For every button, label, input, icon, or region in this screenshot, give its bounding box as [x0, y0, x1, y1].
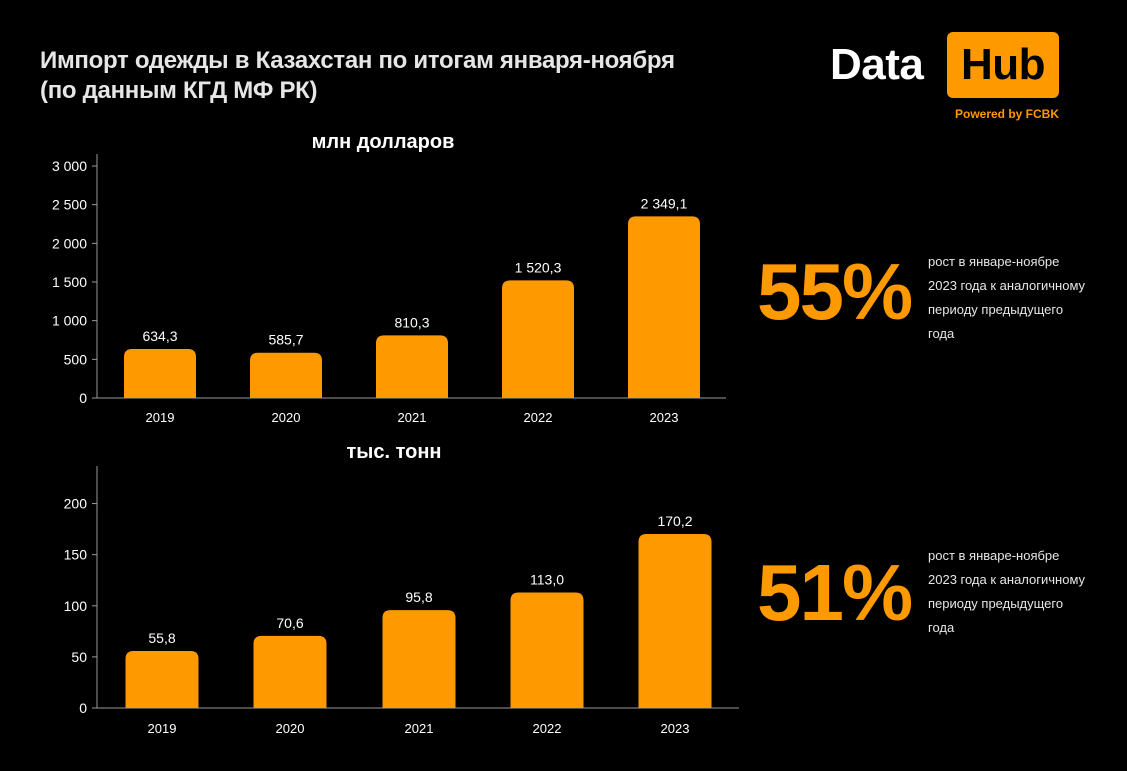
- y-tick-label: 200: [64, 496, 88, 512]
- data-label-2020: 70,6: [276, 615, 303, 631]
- stat-usd-growth-description: рост в январе-ноябре 2023 года к аналоги…: [928, 254, 1086, 341]
- x-category-label: 2020: [276, 721, 305, 736]
- bar-2021: [382, 610, 456, 708]
- stat-usd-growth-value: 55%: [757, 247, 913, 336]
- bar-2019: [124, 348, 196, 398]
- page-title-line-1: Импорт одежды в Казахстан по итогам янва…: [40, 47, 675, 74]
- bar-2019: [125, 650, 199, 708]
- data-label-2019: 55,8: [148, 630, 175, 646]
- y-tick-label: 500: [64, 351, 88, 367]
- logo-word-hub: Hub: [947, 32, 1059, 98]
- data-label-2023: 2 349,1: [641, 195, 688, 211]
- y-tick-label: 1 500: [52, 274, 87, 290]
- stat-tonnes-growth-description: рост в январе-ноябре 2023 года к аналоги…: [928, 548, 1086, 635]
- x-category-label: 2021: [405, 721, 434, 736]
- data-label-2021: 810,3: [394, 314, 429, 330]
- y-tick-label: 150: [64, 547, 88, 563]
- data-label-2019: 634,3: [142, 328, 177, 344]
- bar-2020: [253, 635, 327, 708]
- data-label-2020: 585,7: [268, 332, 303, 348]
- logo-tagline: Powered by FCBK: [954, 107, 1059, 121]
- bar-2022: [510, 592, 584, 708]
- y-tick-label: 1 000: [52, 313, 87, 329]
- x-category-label: 2022: [533, 721, 562, 736]
- x-category-label: 2021: [398, 410, 427, 425]
- y-tick-label: 100: [64, 598, 88, 614]
- stat-tonnes-growth-value: 51%: [757, 548, 913, 637]
- datahub-logo: Data Hub Powered by FCBK: [830, 32, 1070, 122]
- page-title-line-2: (по данным КГД МФ РК): [40, 77, 318, 104]
- data-label-2022: 1 520,3: [515, 259, 562, 275]
- page-title: Импорт одежды в Казахстан по итогам янва…: [40, 46, 740, 106]
- x-category-label: 2019: [148, 721, 177, 736]
- bar-2020: [250, 352, 322, 398]
- y-tick-label: 2 000: [52, 235, 87, 251]
- x-category-label: 2020: [272, 410, 301, 425]
- logo-word-data: Data: [830, 40, 924, 89]
- chart-usd-millions: млн долларов 0 500 1 000 1 500 2 000 2 500 3 00…: [52, 131, 726, 425]
- data-label-2022: 113,0: [530, 571, 564, 587]
- bar-2022: [502, 280, 574, 398]
- chart-title: млн долларов: [312, 131, 455, 153]
- x-category-label: 2023: [650, 410, 679, 425]
- y-tick-label: 50: [71, 649, 87, 665]
- y-tick-label: 0: [79, 390, 87, 406]
- x-category-label: 2022: [524, 410, 553, 425]
- bar-2021: [376, 335, 448, 398]
- data-label-2021: 95,8: [405, 589, 432, 605]
- x-category-label: 2019: [146, 410, 175, 425]
- data-label-2023: 170,2: [657, 513, 692, 529]
- x-category-label: 2023: [661, 721, 690, 736]
- y-tick-label: 2 500: [52, 197, 87, 213]
- chart-thousand-tonnes: тыс. тонн 0 50 100 150 200 55,8 2019 70,6 2020 95,…: [64, 441, 739, 736]
- bar-2023: [628, 216, 700, 398]
- y-tick-label: 3 000: [52, 158, 87, 174]
- bar-2023: [638, 534, 712, 708]
- chart-title: тыс. тонн: [346, 441, 441, 463]
- y-tick-label: 0: [79, 700, 87, 716]
